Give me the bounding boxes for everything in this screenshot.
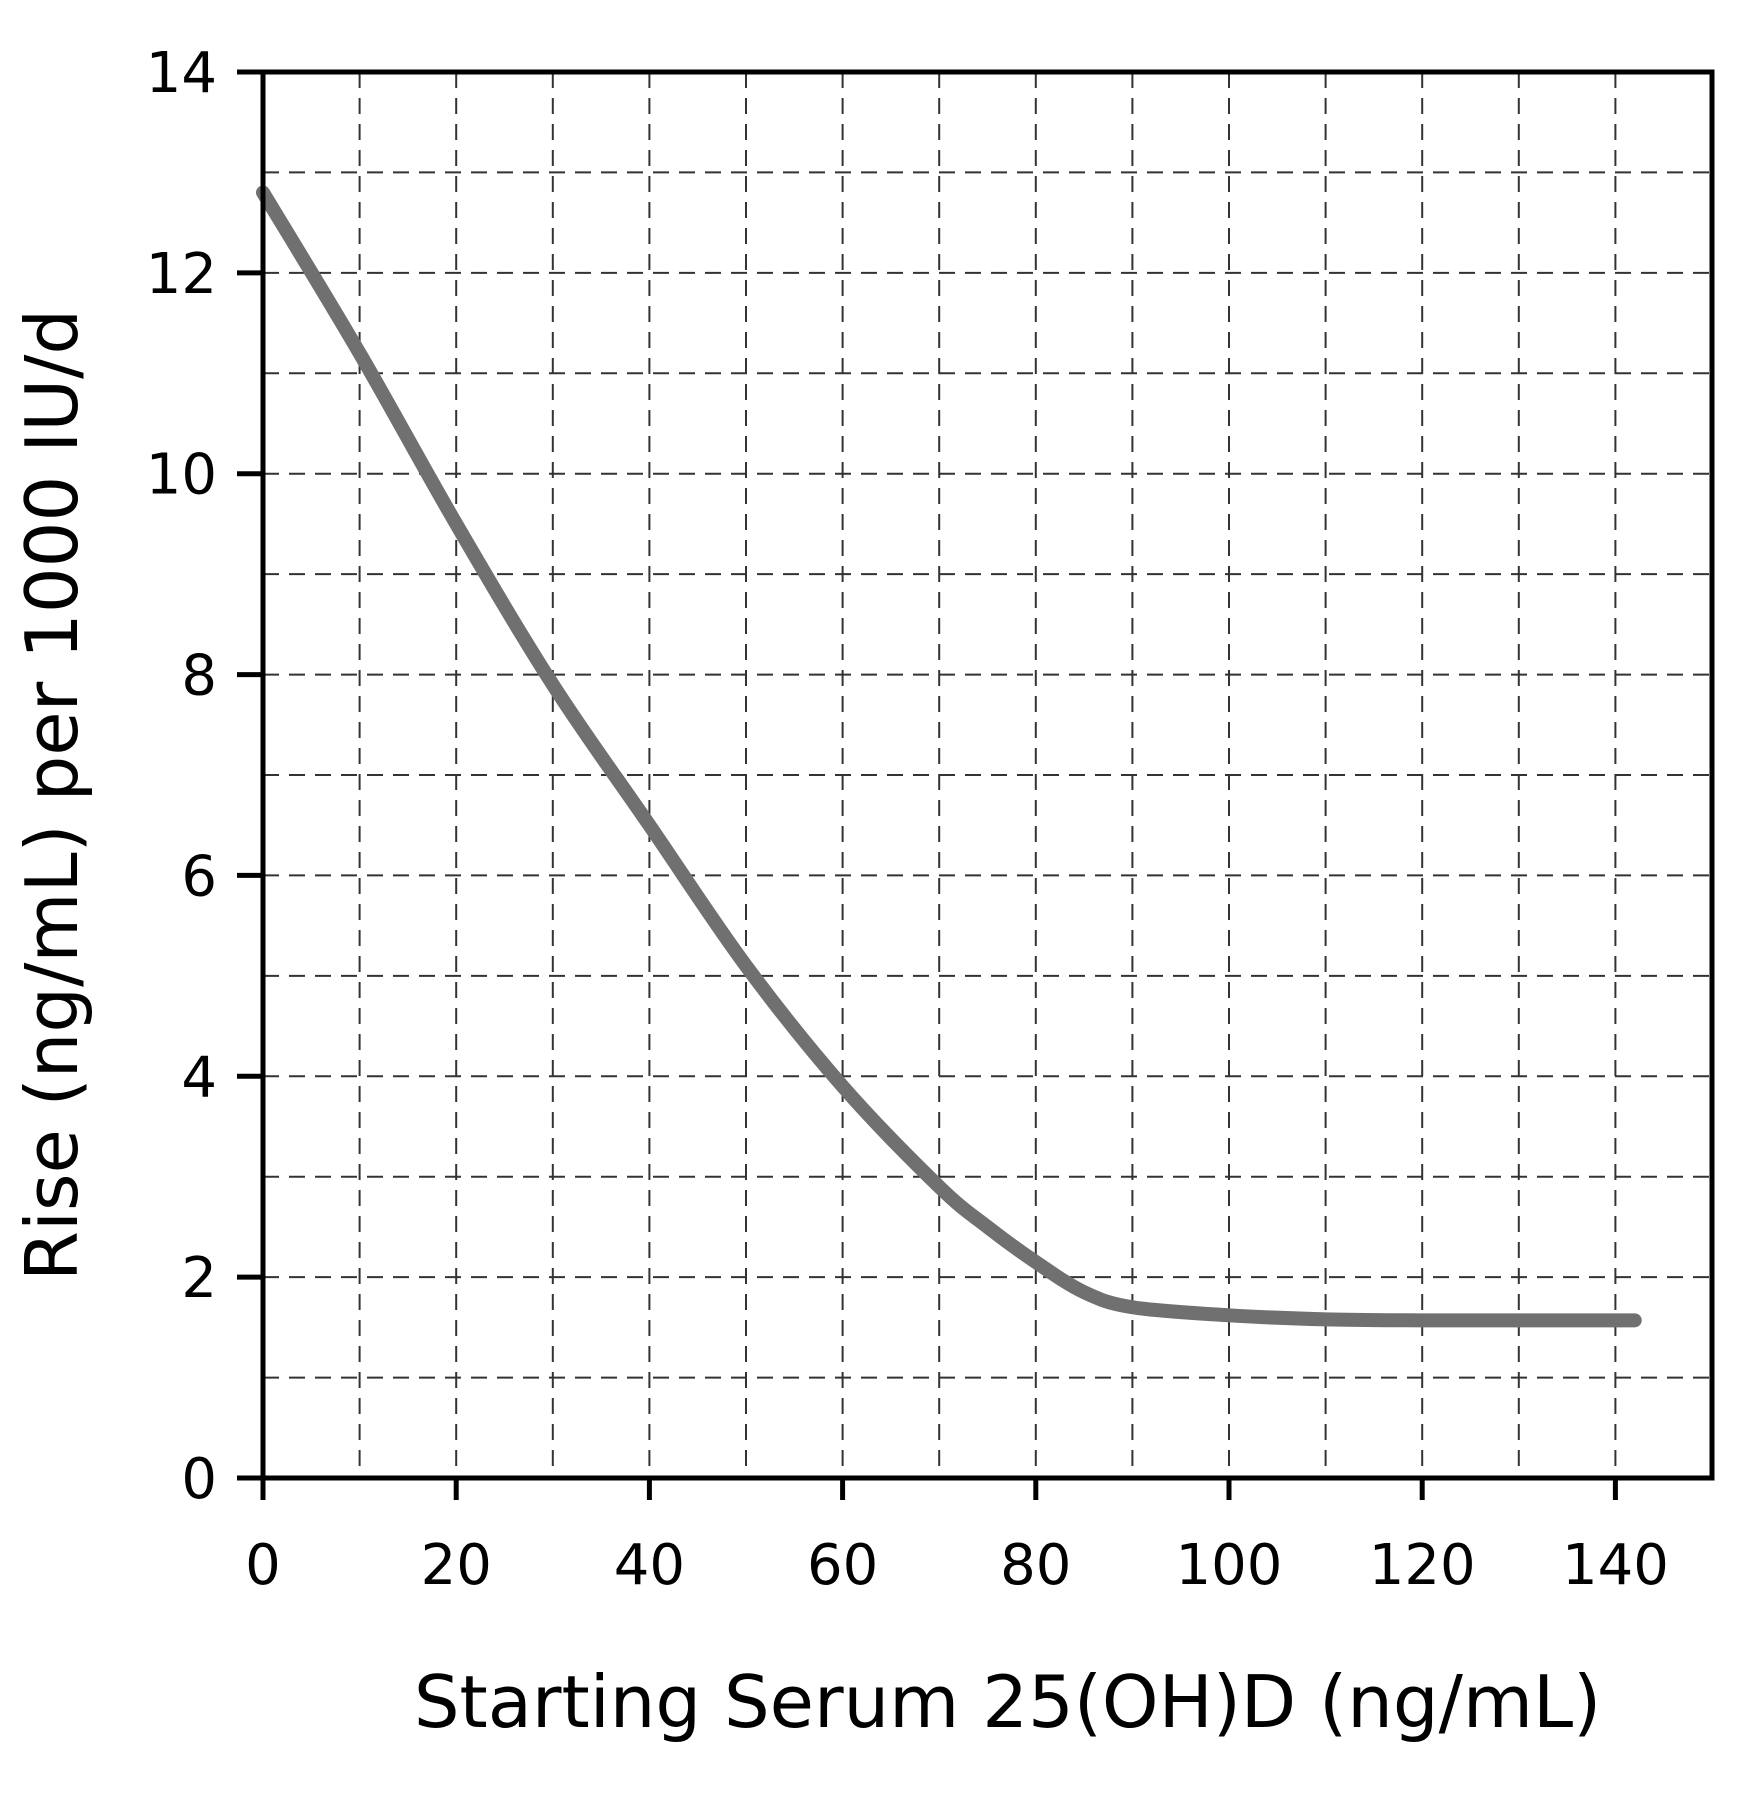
plot-border [260, 69, 1715, 1481]
plot-frame [260, 69, 1715, 1481]
axis-ticks [237, 69, 1618, 1500]
y-tick-label: 4 [181, 1045, 217, 1110]
y-tick-label: 0 [181, 1447, 217, 1512]
x-axis-title: Starting Serum 25(OH)D (ng/mL) [414, 1660, 1601, 1744]
grid-lines [263, 72, 1712, 1478]
series-layer [256, 185, 1642, 1328]
y-tick-label: 6 [181, 844, 217, 909]
y-tick-label: 10 [146, 443, 217, 508]
x-tick-label: 60 [807, 1533, 878, 1598]
series-line [256, 185, 1642, 1328]
x-tick-label: 20 [421, 1533, 492, 1598]
x-tick-label: 80 [1000, 1533, 1071, 1598]
y-tick-label: 2 [181, 1246, 217, 1311]
y-tick-label: 14 [146, 41, 217, 106]
x-tick-label: 40 [614, 1533, 685, 1598]
x-tick-label: 140 [1562, 1533, 1669, 1598]
x-tick-label: 120 [1369, 1533, 1476, 1598]
x-tick-label: 100 [1176, 1533, 1283, 1598]
y-tick-label: 12 [146, 242, 217, 307]
y-tick-label: 8 [181, 644, 217, 709]
y-axis-title: Rise (ng/mL) per 1000 IU/d [10, 309, 94, 1281]
x-tick-label: 0 [245, 1533, 281, 1598]
